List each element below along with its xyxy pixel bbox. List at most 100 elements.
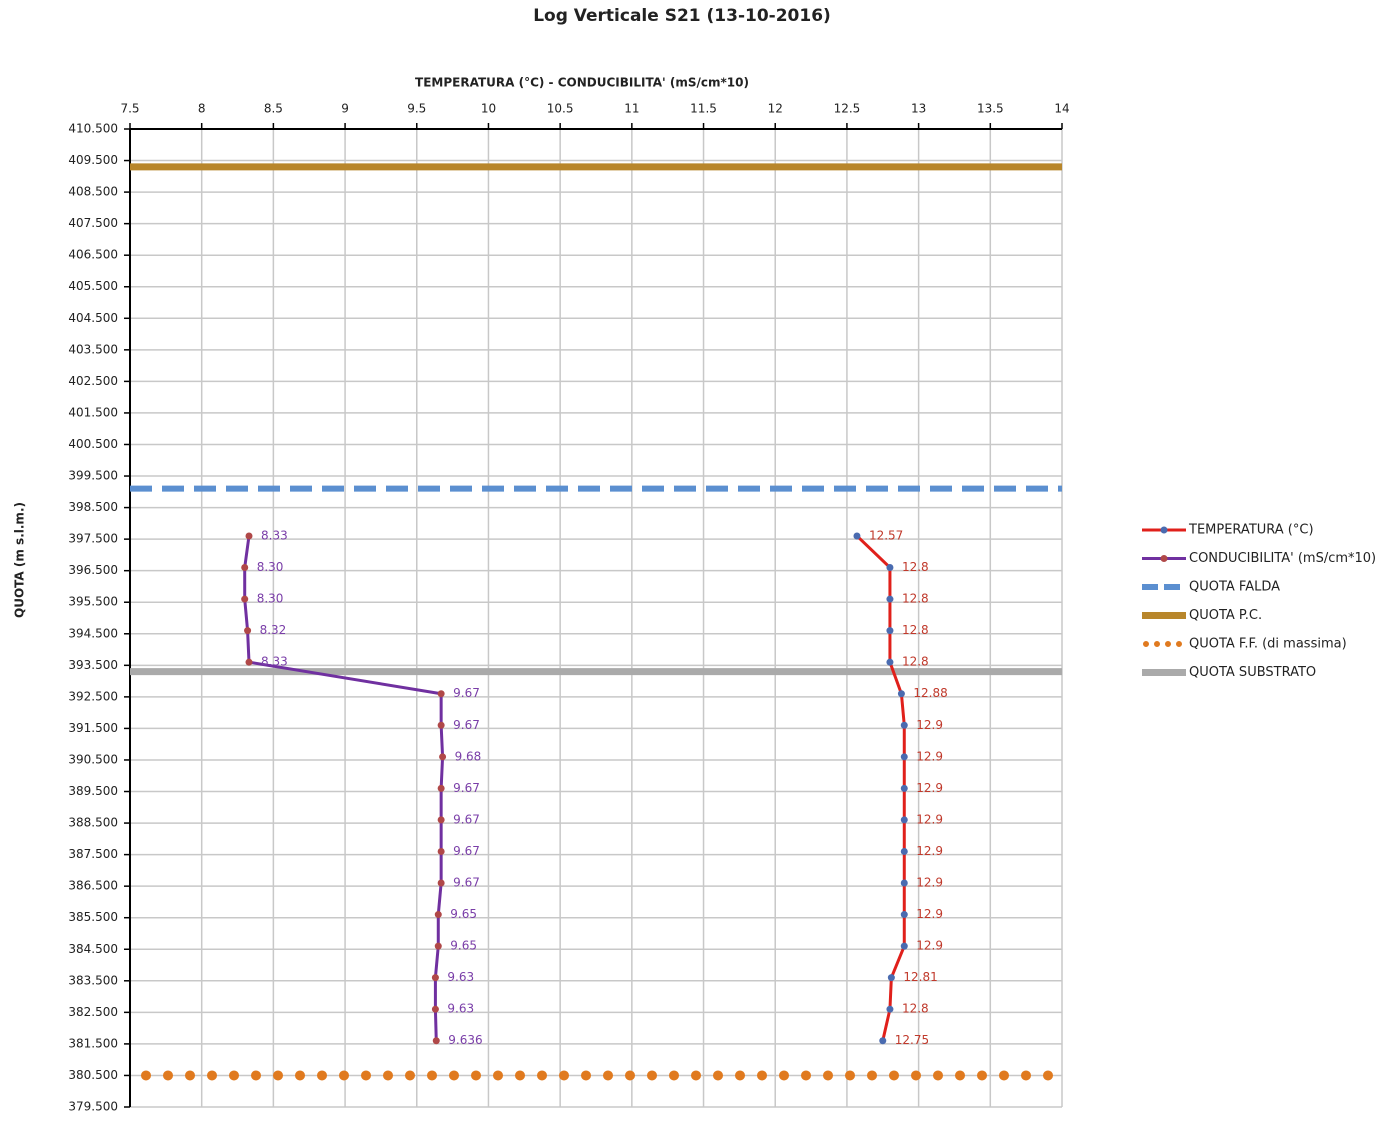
point <box>439 753 447 761</box>
data-label: 8.30 <box>257 592 284 606</box>
point <box>432 1037 440 1045</box>
x-tick-label: 11 <box>624 102 639 116</box>
point <box>886 658 894 666</box>
x-tick-label: 8 <box>198 102 206 116</box>
x-tick-label: 13.5 <box>977 102 1004 116</box>
point <box>431 974 439 982</box>
data-label: 9.67 <box>453 812 480 826</box>
point <box>437 847 445 855</box>
point <box>431 1005 439 1013</box>
legend-marker <box>1160 555 1168 562</box>
y-tick-label: 387.500 <box>68 847 118 861</box>
point <box>887 974 895 982</box>
data-label: 12.8 <box>902 1002 929 1016</box>
point <box>434 911 442 919</box>
x-tick-label: 12 <box>768 102 783 116</box>
legend-label: TEMPERATURA (°C) <box>1188 523 1314 538</box>
point <box>879 1037 887 1045</box>
y-tick-label: 399.500 <box>68 469 118 483</box>
x-tick-label: 8.5 <box>264 102 283 116</box>
y-tick-label: 384.500 <box>68 942 118 956</box>
y-tick-label: 406.500 <box>68 248 118 262</box>
point <box>853 532 861 540</box>
y-tick-label: 401.500 <box>68 405 118 419</box>
data-label: 8.30 <box>257 560 284 574</box>
data-label: 12.9 <box>916 781 943 795</box>
y-tick-label: 379.500 <box>68 1100 118 1114</box>
y-tick-label: 403.500 <box>68 342 118 356</box>
data-label: 8.32 <box>260 623 287 637</box>
point <box>900 721 908 729</box>
y-tick-label: 388.500 <box>68 816 118 830</box>
y-axis-title: QUOTA (m s.l.m.) <box>13 502 27 618</box>
point <box>437 690 445 698</box>
y-tick-label: 381.500 <box>68 1036 118 1050</box>
y-tick-label: 396.500 <box>68 563 118 577</box>
data-label: 8.33 <box>261 655 288 669</box>
point <box>900 911 908 919</box>
series-line <box>855 534 906 1042</box>
legend-label: QUOTA SUBSTRATO <box>1189 665 1316 680</box>
y-tick-label: 409.500 <box>68 153 118 167</box>
point <box>241 564 249 572</box>
data-label: 12.8 <box>902 592 929 606</box>
data-label: 9.636 <box>448 1033 482 1047</box>
point <box>900 847 908 855</box>
data-label: 9.63 <box>447 1002 474 1016</box>
y-tick-label: 382.500 <box>68 1005 118 1019</box>
point <box>886 595 894 603</box>
data-label: 12.75 <box>895 1033 929 1047</box>
legend-label: QUOTA F.F. (di massima) <box>1189 637 1347 652</box>
y-tick-label: 405.500 <box>68 279 118 293</box>
y-tick-label: 404.500 <box>68 311 118 325</box>
data-label: 9.68 <box>455 749 482 763</box>
y-tick-label: 407.500 <box>68 216 118 230</box>
data-label: 12.8 <box>902 623 929 637</box>
point <box>244 627 252 635</box>
y-tick-label: 392.500 <box>68 689 118 703</box>
x-tick-label: 7.5 <box>120 102 139 116</box>
data-label: 12.8 <box>902 560 929 574</box>
data-label: 12.81 <box>903 970 937 984</box>
data-label: 9.67 <box>453 781 480 795</box>
point <box>437 784 445 792</box>
y-tick-label: 394.500 <box>68 626 118 640</box>
data-label: 9.63 <box>447 970 474 984</box>
point <box>900 942 908 950</box>
data-label: 9.67 <box>453 844 480 858</box>
x-tick-label: 13 <box>911 102 926 116</box>
point <box>897 690 905 698</box>
chart-title: Log Verticale S21 (13-10-2016) <box>533 6 831 26</box>
point <box>886 564 894 572</box>
x-tick-label: 11.5 <box>690 102 717 116</box>
data-label: 12.88 <box>913 686 947 700</box>
point <box>886 1005 894 1013</box>
data-label: 12.9 <box>916 844 943 858</box>
y-tick-label: 397.500 <box>68 532 118 546</box>
y-tick-label: 380.500 <box>68 1068 118 1082</box>
x-tick-label: 14 <box>1054 102 1069 116</box>
data-label: 12.57 <box>869 528 903 542</box>
legend-label: QUOTA P.C. <box>1189 608 1262 623</box>
y-tick-label: 408.500 <box>68 185 118 199</box>
y-tick-label: 383.500 <box>68 973 118 987</box>
point <box>245 532 253 540</box>
data-label: 12.8 <box>902 655 929 669</box>
data-label: 9.67 <box>453 876 480 890</box>
y-tick-label: 402.500 <box>68 374 118 388</box>
y-tick-label: 390.500 <box>68 752 118 766</box>
legend-label: CONDUCIBILITA' (mS/cm*10) <box>1189 551 1376 566</box>
y-tick-label: 410.500 <box>68 122 118 136</box>
point <box>900 879 908 887</box>
point <box>434 942 442 950</box>
data-label: 8.33 <box>261 528 288 542</box>
x-tick-label: 9.5 <box>407 102 426 116</box>
y-tick-label: 385.500 <box>68 910 118 924</box>
x-tick-label: 12.5 <box>834 102 861 116</box>
y-tick-label: 386.500 <box>68 879 118 893</box>
y-tick-label: 395.500 <box>68 595 118 609</box>
x-tick-label: 9 <box>341 102 349 116</box>
data-label: 9.65 <box>450 939 477 953</box>
data-label: 12.9 <box>916 749 943 763</box>
